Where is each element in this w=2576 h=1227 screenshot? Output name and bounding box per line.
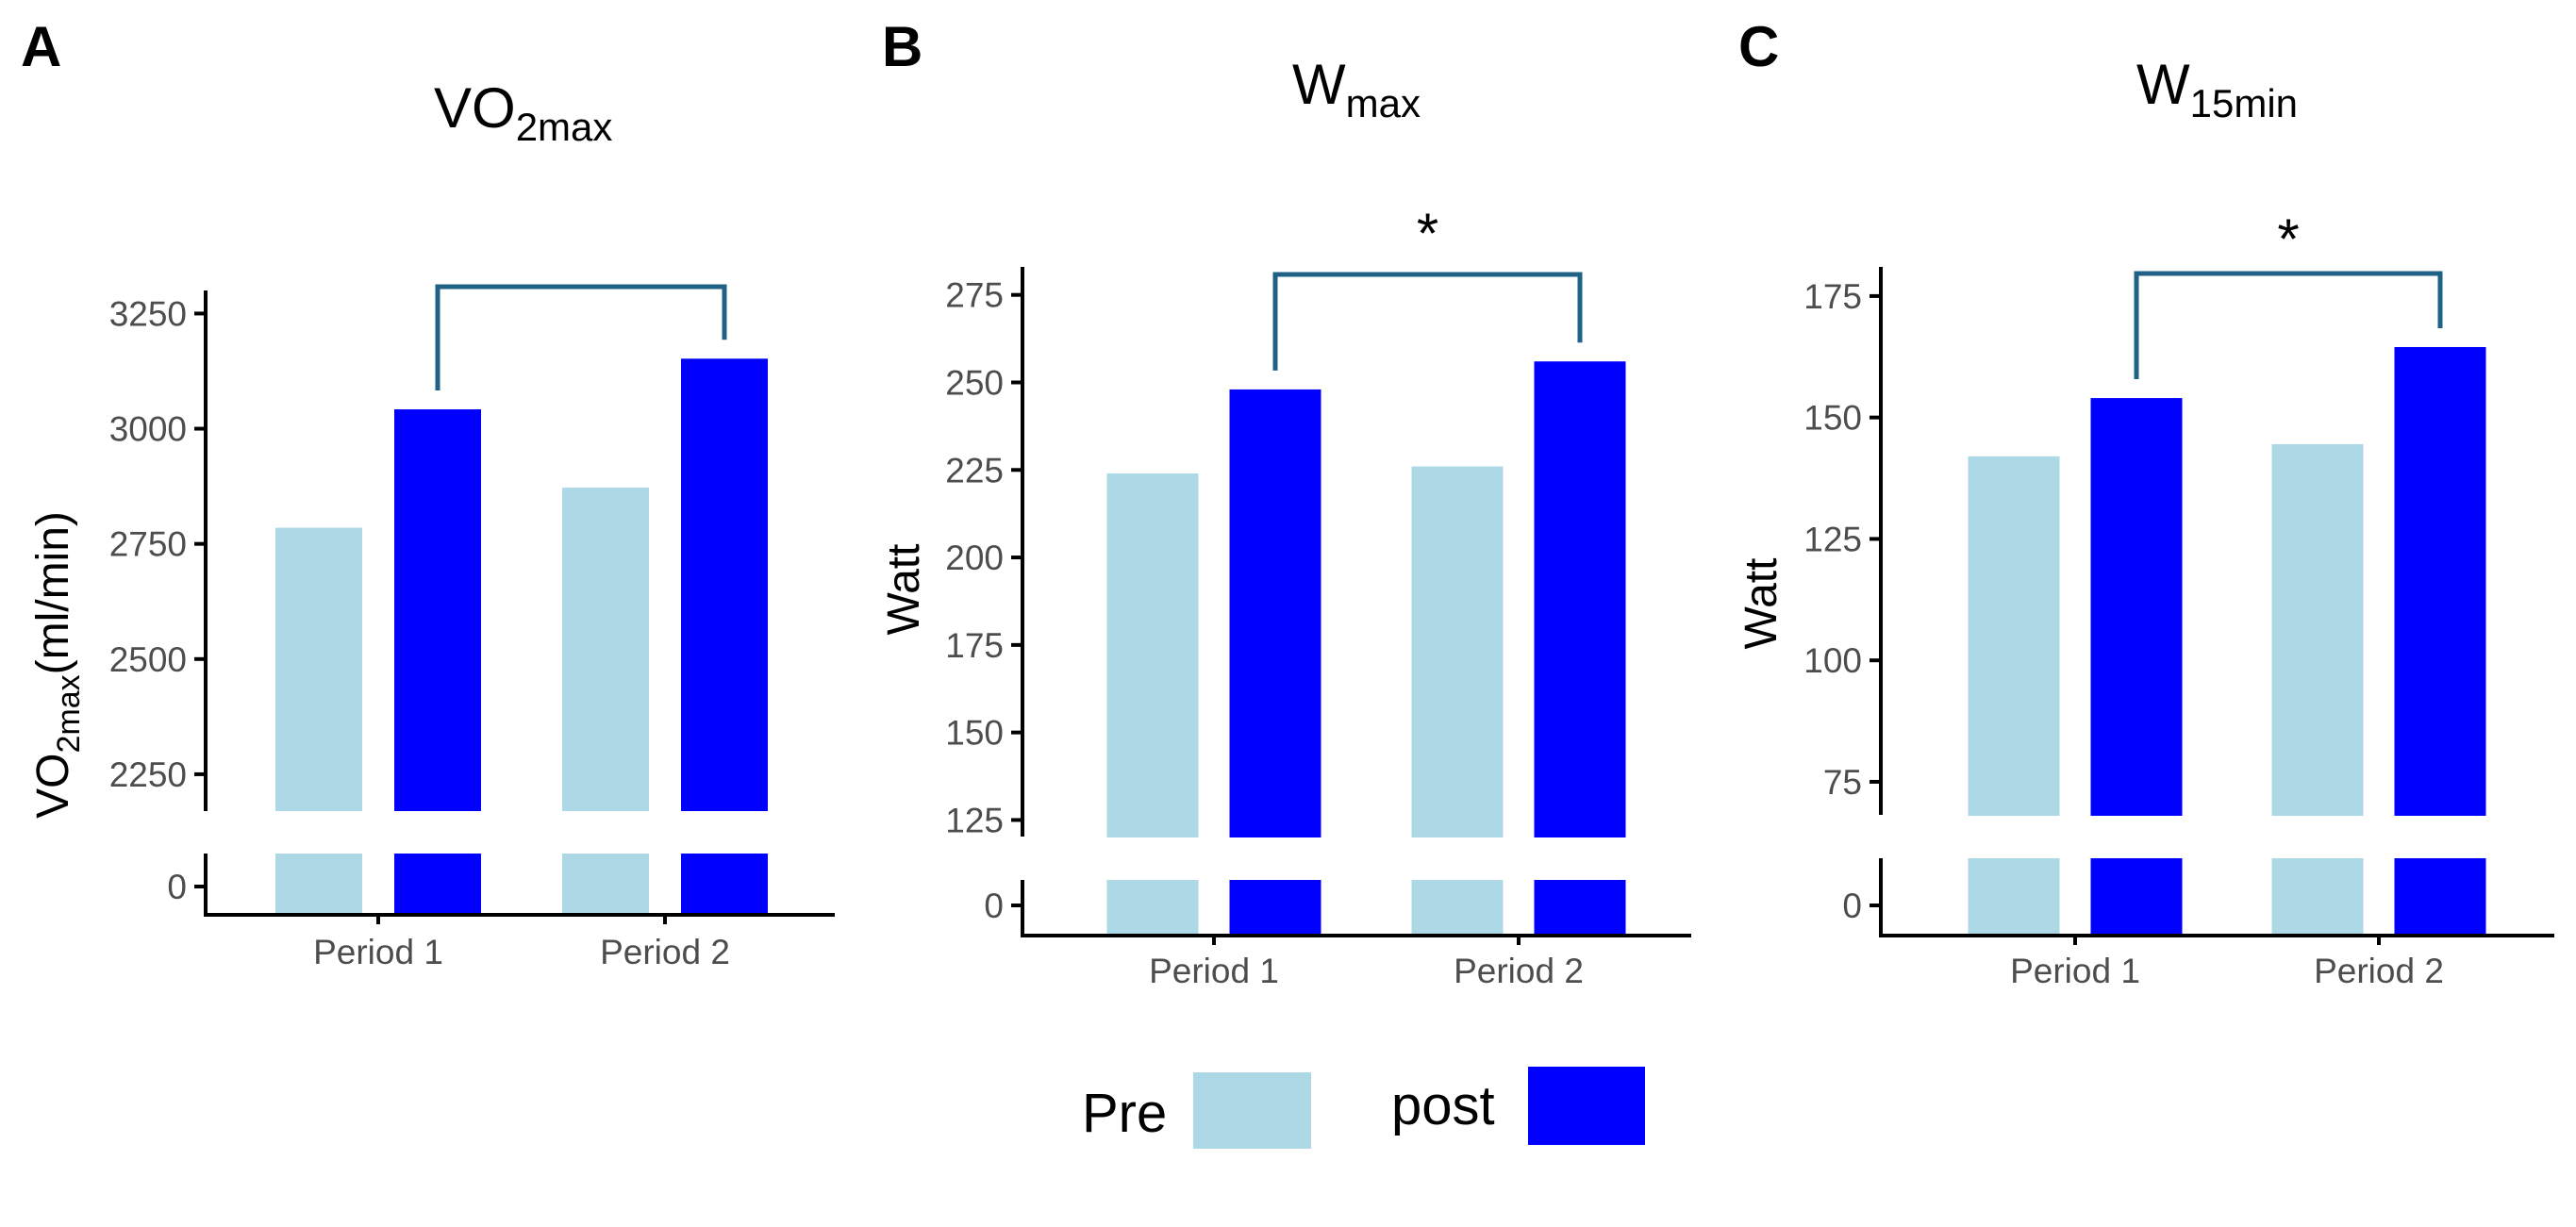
panel-a-y-axis-title-rest: (ml/min) [28,511,78,674]
panel-c-bar-lower-post-2 [2394,858,2486,934]
panel-c: C W15min Watt 75 100 125 150 175 0 Period 1 Per… [1737,15,2554,990]
panel-c-bar-pre-1 [1968,456,2060,816]
panel-a-bar-lower-pre-1 [275,854,362,913]
panel-c-y-tick-label: 175 [1803,277,1862,316]
panel-c-title-sub: 15min [2190,81,2298,125]
panel-b-bar-lower-post-1 [1229,880,1321,934]
panel-a-title: VO2max [434,76,612,149]
panel-c-title-main: W [2136,53,2190,116]
panel-c-significance-label: * [2277,207,2299,271]
panel-a-y-tick-label: 2250 [109,755,187,794]
panel-letter-c: C [1738,15,1779,78]
panel-b-bar-pre-1 [1106,473,1199,837]
panel-a-plot: 2250 2500 2750 3000 3250 0 Period 1 Period 2 [109,284,835,971]
panel-a-bar-lower-post-1 [394,854,481,913]
legend-swatch-pre [1193,1072,1311,1149]
panel-a-y-axis-title-sub: 2max [51,674,87,753]
panel-a-bar-post-2 [681,358,768,811]
panel-c-y-tick-label: 150 [1803,399,1862,438]
panel-b-significance-bracket [1272,272,1583,371]
panel-a: A VO2max VO2max(ml/min) 2250250027503000… [21,15,835,971]
panel-b-y-tick-label: 275 [945,276,1004,315]
panel-a-title-main: VO [434,76,516,140]
panel-b-x-tick-label: Period 2 [1454,952,1584,990]
panel-b-y-tick-label: 150 [945,714,1004,753]
panel-a-bar-pre-1 [275,527,362,811]
panel-c-bar-pre-2 [2271,443,2364,816]
panel-b-significance-label: * [1417,202,1438,265]
panel-letter-a: A [21,15,61,78]
panel-b-x-tick-label: Period 1 [1149,952,1279,990]
panel-a-bar-lower-post-2 [681,854,768,913]
panel-b-plot: 125 150 175 200 225 250 275 0 Period 1 Period 2 * [945,202,1691,990]
panel-c-bar-post-2 [2394,346,2486,816]
panel-c-bar-lower-post-1 [2090,858,2183,934]
panel-c-x-tick-label: Period 1 [2010,952,2140,990]
panel-b-title: Wmax [1292,53,1421,125]
panel-c-y-tick-label: 125 [1803,520,1862,558]
panel-b-title-main: W [1292,53,1346,116]
panel-a-significance-bracket [435,284,727,391]
panel-a-y-tick-label: 3000 [109,410,187,449]
panel-a-y-axis-title: VO2max(ml/min) [28,511,87,819]
panel-c-y-axis-title: Watt [1737,558,1787,650]
panel-a-bar-post-1 [394,409,481,811]
panel-c-title: W15min [2136,53,2298,125]
panel-a-bar-pre-2 [562,488,649,811]
panel-c-x-tick-label: Period 2 [2314,952,2444,990]
panel-a-bar-lower-pre-2 [562,854,649,913]
legend: Pre post [1082,1067,1645,1149]
panel-a-x-tick-label: Period 2 [600,933,730,971]
legend-swatch-post [1528,1067,1645,1145]
panel-a-y-tick-label: 2750 [109,525,187,564]
panel-b-y-tick-label: 225 [945,451,1004,489]
panel-a-y-tick-label: 2500 [109,640,187,679]
panel-b-y-axis-title: Watt [879,544,929,636]
panel-c-bar-lower-pre-2 [2271,858,2364,934]
panel-c-bar-lower-pre-1 [1968,858,2060,934]
panel-letter-b: B [882,15,922,78]
panel-c-bar-post-1 [2090,398,2183,816]
panel-a-title-sub: 2max [516,105,613,149]
panel-a-y-tick-label-zero: 0 [167,868,187,906]
panel-c-y-tick-label: 75 [1823,763,1862,802]
panel-b-y-tick-label: 200 [945,539,1004,577]
panel-c-y-tick-label: 100 [1803,641,1862,680]
panel-b-title-sub: max [1346,81,1421,125]
panel-b-y-tick-label-zero: 0 [984,887,1004,925]
panel-b-bar-lower-pre-1 [1106,880,1199,934]
panel-b-y-tick-label: 175 [945,626,1004,665]
panel-b-y-tick-label: 125 [945,801,1004,839]
panel-c-plot: 75 100 125 150 175 0 Period 1 Period 2 * [1803,207,2554,990]
legend-label-post: post [1391,1075,1495,1136]
legend-label-pre: Pre [1082,1083,1167,1144]
panel-b-bar-pre-2 [1411,466,1504,837]
panel-b-bar-lower-post-2 [1534,880,1626,934]
panel-c-significance-bracket [2134,271,2443,380]
panel-c-y-tick-label-zero: 0 [1842,887,1862,925]
panel-b-bar-post-1 [1229,389,1321,837]
panel-b-y-tick-label: 250 [945,363,1004,402]
panel-b-bar-lower-pre-2 [1411,880,1504,934]
panel-a-y-axis-title-main: VO [28,754,78,819]
panel-b: B Wmax Watt 125 150 175 200 225 250 275 0 Period… [879,15,1691,990]
panel-a-y-tick-label: 3250 [109,294,187,333]
panel-a-x-tick-label: Period 1 [313,933,443,971]
panel-b-bar-post-2 [1534,361,1626,837]
